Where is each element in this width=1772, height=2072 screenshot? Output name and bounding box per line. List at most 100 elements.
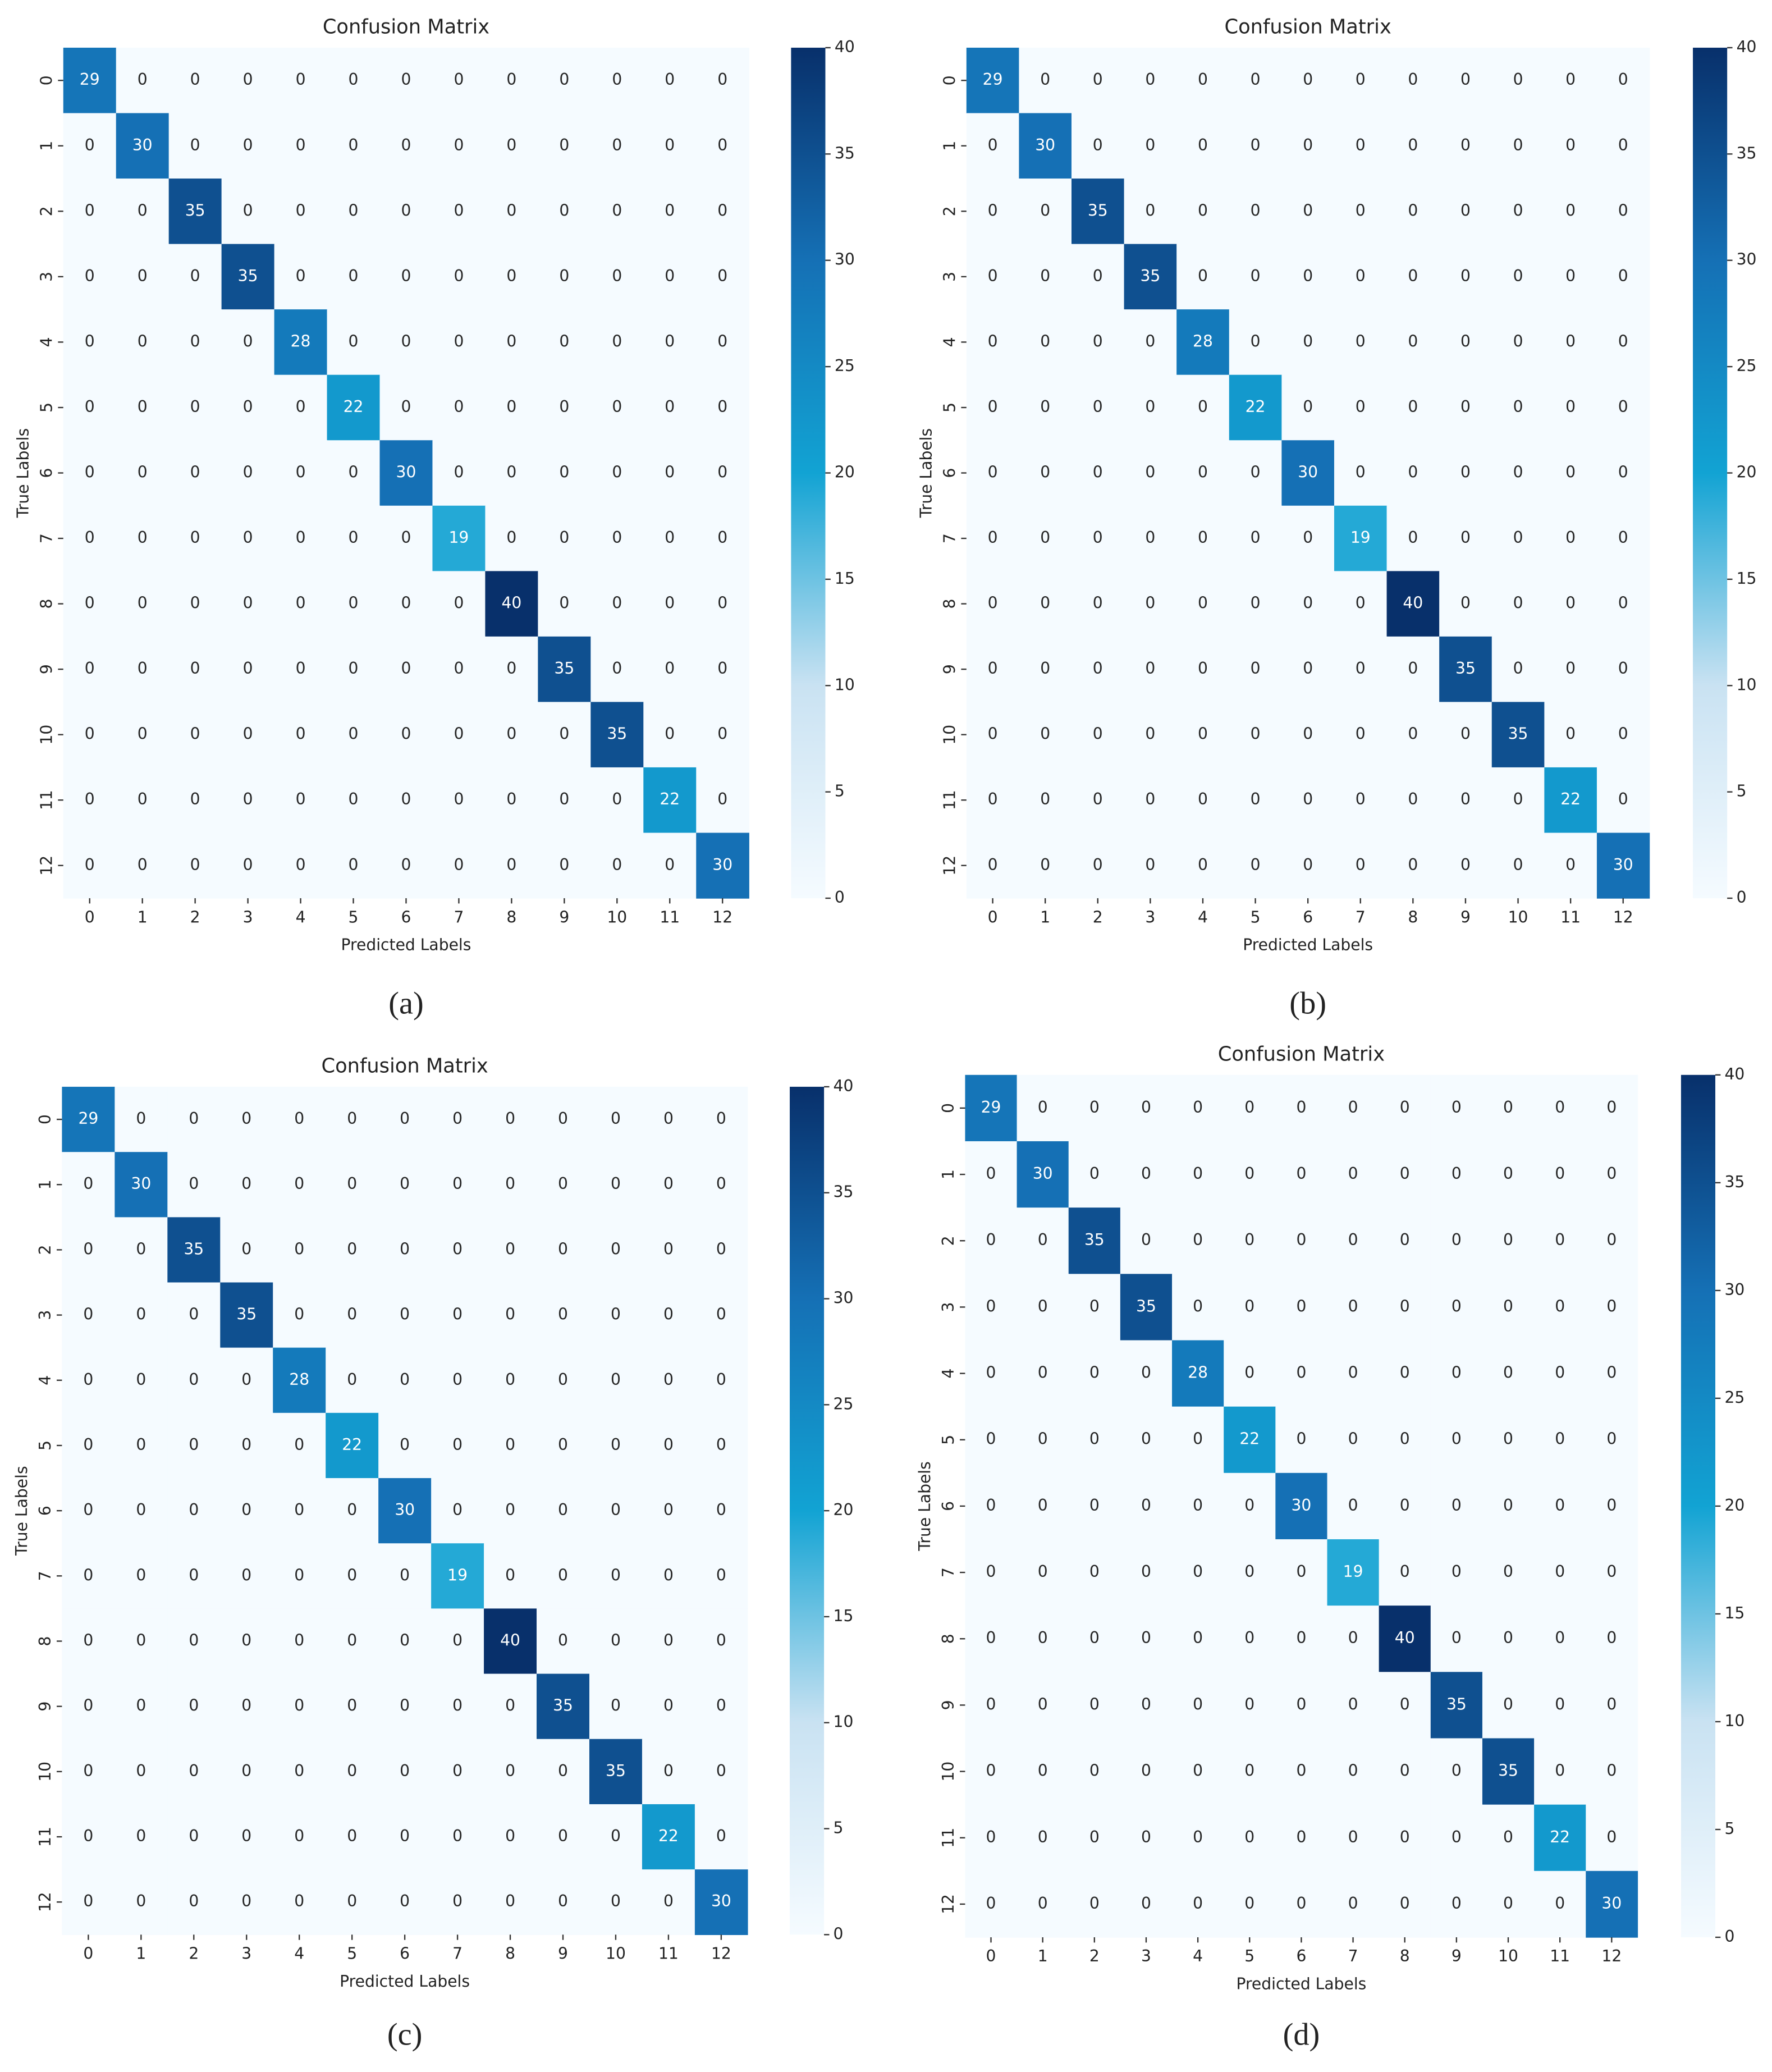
cell-label: 0 — [1145, 725, 1155, 743]
cell-label: 0 — [347, 1762, 357, 1780]
y-tick-label: 5 — [38, 402, 56, 413]
heatmap-cell — [1176, 636, 1230, 703]
heatmap-cell — [379, 113, 433, 179]
heatmap-cell — [589, 1739, 643, 1805]
x-tick-label: 6 — [400, 1945, 410, 1963]
cell-label: 0 — [986, 1164, 996, 1183]
cell-label: 0 — [138, 463, 148, 481]
heatmap-cell — [694, 1347, 748, 1414]
heatmap-cell — [432, 374, 486, 441]
heatmap-cell — [965, 1539, 1018, 1606]
heatmap-cell — [432, 440, 486, 506]
cell-label: 0 — [559, 856, 569, 874]
heatmap-cell — [1334, 179, 1388, 245]
heatmap-cell — [1124, 374, 1177, 441]
heatmap-cell — [221, 374, 275, 441]
heatmap-cell — [273, 1282, 326, 1348]
x-tick-label: 12 — [711, 1945, 731, 1963]
colorbar-tick-label: 40 — [1737, 38, 1757, 56]
heatmap-cell — [696, 833, 749, 899]
cell-label: 35 — [1498, 1762, 1518, 1780]
heatmap-cell — [432, 702, 486, 768]
cell-label: 0 — [1141, 1098, 1151, 1117]
cell-label: 29 — [80, 70, 100, 89]
heatmap-cell — [1439, 374, 1492, 441]
cell-label: 0 — [1606, 1762, 1617, 1780]
heatmap-cell — [1482, 1274, 1535, 1341]
cell-label: 19 — [449, 528, 469, 547]
heatmap-cell — [326, 1543, 379, 1609]
cell-label: 0 — [400, 1892, 410, 1910]
heatmap-cell — [168, 505, 222, 572]
cell-label: 0 — [1040, 332, 1050, 350]
cell-label: 0 — [988, 856, 998, 874]
cell-label: 0 — [1356, 659, 1366, 678]
heatmap-cell — [1124, 833, 1177, 899]
x-tick-label: 4 — [1193, 1947, 1203, 1965]
heatmap-cell — [1596, 767, 1650, 834]
heatmap-cell — [1379, 1606, 1431, 1673]
caption: (c) — [387, 2017, 423, 2052]
cell-label: 0 — [1141, 1231, 1151, 1249]
cell-label: 0 — [1089, 1828, 1100, 1846]
cell-label: 0 — [347, 1827, 357, 1845]
heatmap-cell — [1379, 1340, 1431, 1407]
cell-label: 0 — [347, 1892, 357, 1910]
heatmap-cell — [1224, 1141, 1276, 1208]
heatmap-cell — [431, 1608, 484, 1675]
heatmap-cell — [1229, 702, 1283, 768]
heatmap-cell — [965, 1738, 1018, 1805]
heatmap-cell — [116, 833, 170, 899]
heatmap-cell — [1586, 1406, 1638, 1474]
cell-label: 22 — [658, 1827, 679, 1845]
cell-label: 0 — [136, 1892, 146, 1910]
heatmap-cell — [327, 309, 381, 376]
heatmap-cell — [538, 636, 592, 703]
heatmap-cell — [326, 1478, 379, 1544]
heatmap-cell — [62, 1282, 116, 1348]
heatmap-cell — [115, 1543, 168, 1609]
cell-label: 0 — [988, 528, 998, 547]
heatmap-cell — [327, 767, 381, 834]
cell-label: 0 — [716, 1109, 726, 1128]
heatmap-cell — [1275, 1539, 1328, 1606]
cell-label: 0 — [1408, 136, 1418, 154]
heatmap-cell — [537, 1673, 590, 1740]
heatmap-cell — [1017, 1340, 1069, 1407]
heatmap-cell — [1491, 113, 1545, 179]
chart-title: Confusion Matrix — [1225, 16, 1391, 39]
heatmap-cell — [1172, 1606, 1224, 1673]
cell-label: 0 — [136, 1696, 146, 1715]
cell-label: 0 — [454, 70, 464, 89]
cell-label: 0 — [558, 1892, 568, 1910]
cell-label: 0 — [665, 201, 675, 219]
cell-label: 0 — [988, 463, 998, 481]
cell-label: 0 — [1452, 1629, 1462, 1647]
cell-label: 0 — [136, 1435, 146, 1454]
y-tick-label: 11 — [939, 1828, 958, 1848]
heatmap-cell — [431, 1282, 484, 1348]
cell-label: 0 — [1198, 201, 1208, 219]
cell-label: 0 — [1513, 594, 1523, 612]
cell-label: 0 — [1555, 1562, 1565, 1581]
heatmap-cell — [326, 1086, 379, 1152]
x-tick-label: 11 — [1560, 908, 1581, 926]
heatmap-cell — [1430, 1074, 1483, 1142]
cell-label: 0 — [85, 594, 95, 612]
cell-label: 0 — [506, 70, 516, 89]
heatmap-cell — [966, 309, 1020, 376]
cell-label: 0 — [1400, 1430, 1410, 1448]
heatmap-cell — [1172, 1141, 1224, 1208]
cell-label: 0 — [663, 1435, 674, 1454]
heatmap-cell — [1534, 1274, 1586, 1341]
heatmap-cell — [965, 1804, 1018, 1872]
heatmap-cell — [220, 1217, 273, 1283]
heatmap-cell — [1482, 1804, 1535, 1872]
cell-label: 0 — [1093, 725, 1103, 743]
x-axis-label: Predicted Labels — [1236, 1975, 1366, 1993]
cell-label: 0 — [1145, 201, 1155, 219]
heatmap-cell — [696, 309, 749, 376]
cell-label: 0 — [1198, 267, 1208, 285]
cell-label: 0 — [1452, 1562, 1462, 1581]
cell-label: 35 — [606, 1762, 626, 1780]
